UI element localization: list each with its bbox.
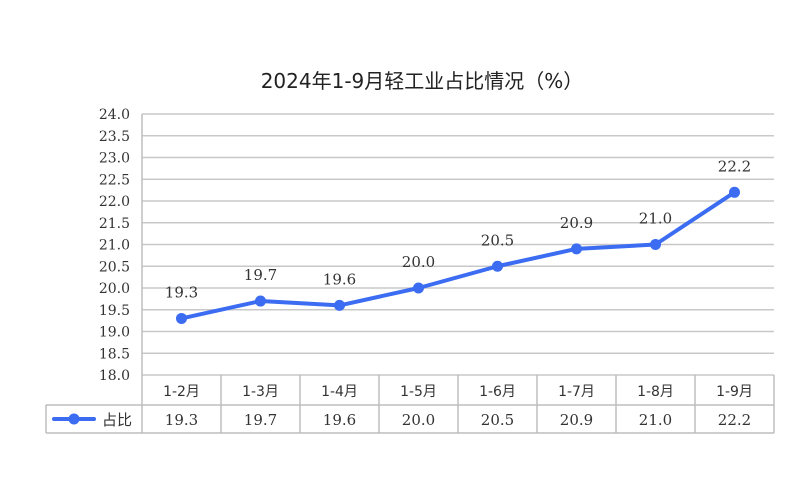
y-tick-label: 23.0 <box>99 151 130 167</box>
data-label: 19.3 <box>165 283 198 301</box>
y-tick-label: 20.5 <box>99 259 130 275</box>
table-value: 19.6 <box>323 411 356 429</box>
category-label: 1-3月 <box>242 384 279 400</box>
y-tick-label: 22.5 <box>99 172 130 188</box>
data-point <box>255 295 266 307</box>
data-label: 20.5 <box>481 231 514 249</box>
table-value: 21.0 <box>639 411 672 429</box>
category-label: 1-7月 <box>558 384 595 400</box>
data-label: 20.9 <box>560 214 593 232</box>
data-point <box>571 243 582 255</box>
y-tick-label: 19.0 <box>99 325 130 341</box>
grid-layer <box>142 113 774 376</box>
data-label: 20.0 <box>402 253 435 271</box>
legend-label: 占比 <box>102 411 132 429</box>
category-label: 1-2月 <box>163 384 200 400</box>
table-value: 20.9 <box>560 411 593 429</box>
data-point <box>492 260 503 272</box>
y-tick-label: 18.0 <box>99 368 130 384</box>
table-value: 20.5 <box>481 411 514 429</box>
data-point <box>176 312 187 324</box>
y-axis-ticks: 18.0 18.5 19.0 19.5 20.0 20.5 21.0 21.5 22.0 22.5… <box>99 107 130 384</box>
table-value: 22.2 <box>718 411 751 429</box>
table-value: 19.3 <box>165 411 198 429</box>
series-line <box>179 190 737 321</box>
y-tick-label: 21.5 <box>99 216 130 232</box>
y-tick-label: 20.0 <box>99 281 130 297</box>
category-label: 1-9月 <box>716 384 753 400</box>
data-label: 19.6 <box>323 270 356 288</box>
data-point <box>729 186 740 198</box>
y-tick-label: 24.0 <box>99 107 130 123</box>
data-label: 19.7 <box>244 266 277 284</box>
series-layer: 19.3 19.7 19.6 20.0 20.5 20.9 21.0 22.2 <box>165 157 751 324</box>
table-value: 19.7 <box>244 411 277 429</box>
y-tick-label: 18.5 <box>99 346 130 362</box>
legend-marker <box>68 413 80 425</box>
y-tick-label: 22.0 <box>99 194 130 210</box>
table-value: 20.0 <box>402 411 435 429</box>
data-label: 22.2 <box>718 157 751 175</box>
y-tick-label: 21.0 <box>99 238 130 254</box>
data-point <box>413 282 424 294</box>
data-point <box>334 299 345 311</box>
y-tick-label: 23.5 <box>99 129 130 145</box>
chart-title: 2024年1-9月轻工业占比情况（%） <box>261 69 584 93</box>
data-label: 21.0 <box>639 210 672 228</box>
data-point <box>650 239 661 250</box>
category-label: 1-4月 <box>321 384 358 400</box>
y-tick-label: 19.5 <box>99 303 130 319</box>
category-label: 1-8月 <box>637 384 674 400</box>
category-label: 1-6月 <box>479 384 516 400</box>
category-label: 1-5月 <box>400 384 437 400</box>
data-table: 1-2月 19.3 1-3月 19.7 1-4月 19.6 1-5月 20.0 1-6月 20.5… <box>45 114 775 434</box>
